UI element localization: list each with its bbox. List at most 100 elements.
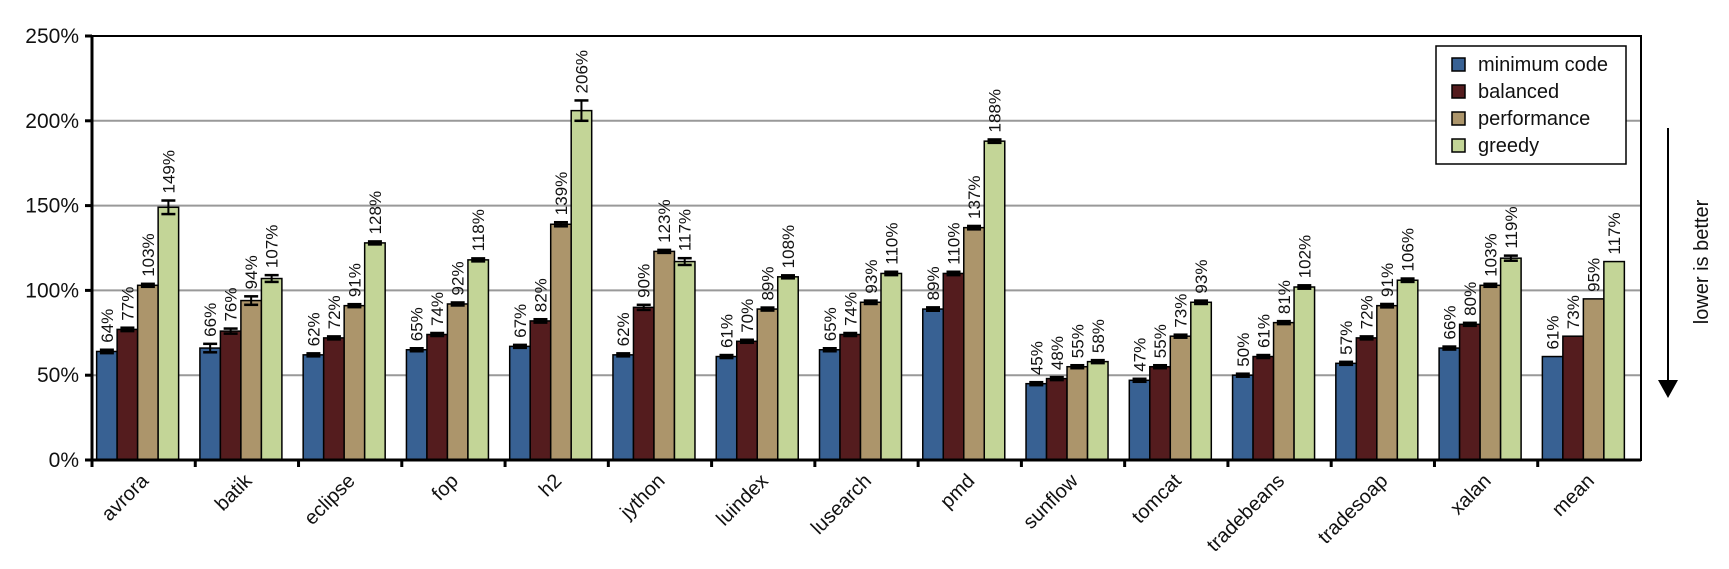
bar-fop-minimum-code (405, 349, 428, 461)
legend-box (1435, 45, 1627, 165)
data-label: 48% (1048, 336, 1067, 370)
bar-jython-minimum-code (612, 354, 635, 461)
data-label: 108% (779, 225, 798, 268)
y-tick-label: 100% (25, 279, 79, 302)
data-label: 137% (965, 175, 984, 218)
data-label: 139% (552, 172, 571, 215)
x-tick-label-xalan: xalan (1446, 470, 1495, 519)
x-tick-label-mean: mean (1548, 470, 1599, 521)
data-label: 77% (118, 287, 137, 321)
data-label: 82% (531, 278, 550, 312)
bar-tradebeans-balanced (1252, 355, 1275, 461)
bar-avrora-performance (136, 284, 159, 461)
x-tick-label-eclipse: eclipse (300, 470, 360, 530)
legend-label: minimum code (1478, 54, 1608, 76)
bar-lusearch-performance (859, 301, 882, 461)
bar-batik-greedy (260, 277, 283, 461)
data-label: 64% (98, 309, 117, 343)
bar-tradesoap-performance (1376, 304, 1399, 461)
bar-sunflow-balanced (1045, 377, 1068, 461)
data-label: 76% (222, 288, 241, 322)
bar-h2-greedy (570, 109, 593, 461)
x-tick-label-tradesoap: tradesoap (1314, 470, 1392, 548)
data-label: 66% (201, 303, 220, 337)
bar-tradebeans-performance (1272, 321, 1295, 461)
bar-eclipse-balanced (322, 337, 345, 461)
bar-luindex-performance (756, 308, 779, 461)
bar-tradesoap-balanced (1355, 337, 1378, 461)
data-label: 103% (139, 233, 158, 276)
legend-swatch-minimum-code (1451, 57, 1466, 72)
lower-is-better-label: lower is better (1691, 199, 1713, 324)
bar-xalan-minimum-code (1438, 347, 1461, 461)
bars: 64%77%103%149%66% 76%94%107%62% 72%91%128%… (95, 50, 1626, 461)
data-label: 73% (1564, 295, 1583, 329)
data-label: 67% (511, 304, 530, 338)
bar-eclipse-greedy (363, 242, 386, 461)
bar-avrora-greedy (157, 206, 180, 461)
bar-xalan-performance (1479, 284, 1502, 461)
data-label: 62% (614, 312, 633, 346)
data-label: 123% (655, 199, 674, 242)
data-label: 107% (263, 225, 282, 268)
data-label: 110% (882, 223, 901, 265)
data-label: 110% (945, 223, 964, 265)
bar-tomcat-minimum-code (1128, 379, 1151, 461)
data-label: 102% (1295, 235, 1314, 278)
data-label: 74% (428, 292, 447, 326)
data-label: 65% (408, 307, 427, 341)
bar-mean-performance (1582, 298, 1605, 461)
y-tick-label: 200% (25, 110, 79, 133)
bar-mean-balanced (1562, 335, 1585, 461)
x-tick-label-luindex: luindex (712, 470, 772, 530)
y-tick-label: 0% (49, 449, 79, 472)
arrow-head (1658, 380, 1678, 398)
data-label: 50% (1234, 333, 1253, 367)
data-label: 117% (676, 209, 695, 251)
bar-fop-performance (446, 303, 469, 461)
x-tick-label-avrora: avrora (98, 469, 154, 525)
data-label: 70% (738, 299, 757, 333)
bar-tradesoap-minimum-code (1335, 362, 1358, 461)
bar-xalan-balanced (1458, 323, 1481, 461)
data-label: 188% (986, 89, 1005, 132)
bar-jython-balanced (632, 306, 655, 461)
bar-lusearch-greedy (880, 272, 903, 461)
bar-lusearch-minimum-code (818, 349, 841, 461)
data-label: 92% (449, 261, 468, 295)
bar-tradebeans-greedy (1293, 286, 1316, 461)
data-label: 91% (1378, 263, 1397, 297)
data-label: 45% (1027, 341, 1046, 375)
data-label: 62% (304, 312, 323, 346)
bar-fop-greedy (467, 259, 490, 461)
bar-pmd-minimum-code (922, 308, 945, 461)
x-tick-label-h2: h2 (535, 470, 566, 501)
x-tick-label-sunflow: sunflow (1019, 470, 1083, 534)
bar-eclipse-performance (343, 304, 366, 461)
bar-h2-balanced (529, 320, 552, 461)
data-label: 61% (717, 314, 736, 348)
data-label: 72% (325, 295, 344, 329)
bar-avrora-balanced (116, 328, 139, 461)
data-label: 93% (1192, 260, 1211, 294)
bar-luindex-greedy (776, 276, 799, 461)
bar-lusearch-balanced (839, 333, 862, 461)
data-label: 93% (862, 260, 881, 294)
data-label: 61% (1254, 314, 1273, 348)
bar-luindex-balanced (735, 340, 758, 461)
data-label: 89% (758, 267, 777, 301)
data-label: 118% (469, 209, 488, 251)
lower-is-better-annotation: lower is better (1658, 128, 1713, 398)
y-tick-label: 150% (25, 195, 79, 218)
data-label: 61% (1544, 316, 1563, 350)
bar-batik-minimum-code (199, 347, 222, 461)
legend-label: greedy (1478, 135, 1539, 157)
bar-fop-balanced (426, 333, 449, 461)
data-label: 57% (1337, 321, 1356, 355)
data-label: 128% (366, 191, 385, 234)
bar-h2-performance (549, 223, 572, 461)
bar-tradebeans-minimum-code (1231, 374, 1254, 461)
x-tick-label-tomcat: tomcat (1128, 470, 1186, 528)
bar-tomcat-greedy (1190, 301, 1213, 461)
